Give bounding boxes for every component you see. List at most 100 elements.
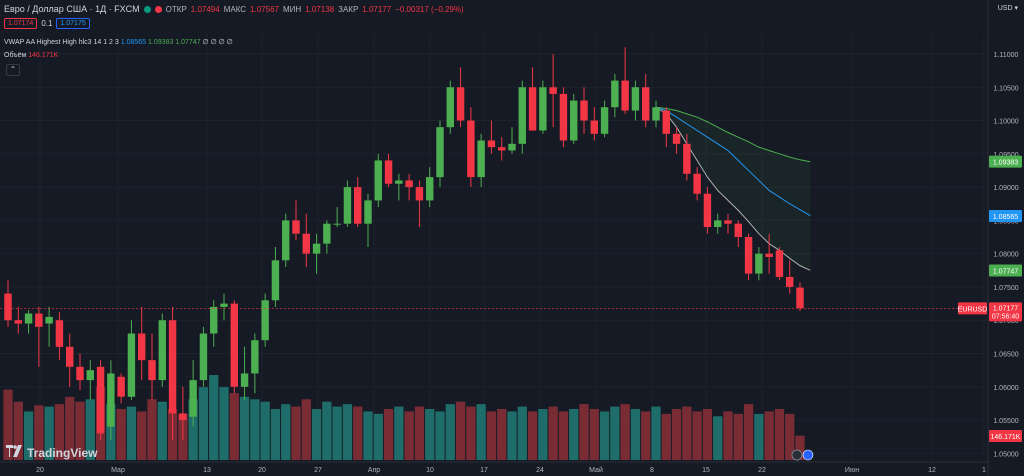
tradingview-icon: [6, 445, 24, 460]
sell-button[interactable]: 1.07174: [4, 18, 38, 29]
low-value: 1.07138: [305, 4, 335, 14]
volume-bar: [476, 404, 486, 460]
volume-bar: [229, 393, 239, 460]
candle-body: [210, 306, 218, 334]
volume-bar: [486, 411, 497, 460]
candle-body: [261, 300, 269, 341]
candle-body: [127, 333, 136, 397]
volume-bar: [157, 401, 167, 460]
candle-body: [158, 320, 166, 381]
symbol-header: Евро / Доллар США · 1Д · FXCM ОТКР 1.074…: [4, 4, 464, 14]
candle-body: [775, 250, 784, 277]
volume-bar: [671, 409, 682, 460]
x-tick-label: 8: [650, 467, 654, 474]
candle-body: [282, 220, 290, 261]
x-tick-label: 12: [928, 467, 936, 474]
candle-body: [446, 87, 454, 128]
volume-legend[interactable]: Объём 146.171K: [4, 52, 58, 59]
candle-body: [415, 187, 424, 201]
x-tick-label: 24: [536, 467, 544, 474]
volume-bar: [517, 406, 527, 460]
x-tick-label: 10: [426, 467, 434, 474]
volume-bar: [34, 405, 44, 460]
indicator-value-1: 1.08565: [120, 39, 147, 46]
candle-body: [734, 223, 742, 238]
candle-body: [251, 340, 259, 374]
candle-body: [467, 120, 475, 178]
x-tick-label: Июн: [845, 467, 859, 474]
indicator-value-3: 1.07747: [175, 39, 201, 46]
x-tick-label: 20: [36, 467, 44, 474]
volume-bar: [383, 409, 394, 460]
x-tick-label: 20: [258, 467, 266, 474]
volume-bar: [291, 406, 301, 460]
volume-bar: [198, 387, 209, 460]
volume-bar: [661, 413, 671, 460]
volume-bar: [548, 406, 558, 460]
volume-bar: [353, 406, 363, 460]
volume-bar: [651, 406, 661, 460]
price-tag-lower: 1.07747: [993, 268, 1018, 275]
candle-body: [456, 87, 465, 121]
volume-bar: [538, 409, 548, 460]
price-tag-mid-bg: [989, 210, 1022, 223]
y-tick-label: 1.10500: [993, 85, 1018, 92]
collapse-legend-button[interactable]: ⌃: [6, 64, 20, 76]
candle-body: [436, 127, 444, 178]
volume-tag-bg: [989, 430, 1022, 442]
indicator-legend[interactable]: VWAP AA Highest High hlc3 14 1 2 3 1.085…: [4, 38, 233, 46]
volume-bar: [723, 411, 733, 460]
candle-body: [559, 93, 568, 141]
us-flag-icon: [802, 449, 814, 461]
candle-body: [662, 110, 670, 134]
volume-bar: [219, 387, 229, 460]
volume-bar: [13, 401, 23, 460]
tradingview-logo: TradingView: [6, 445, 97, 460]
candle-body: [405, 180, 413, 188]
volume-bar: [404, 411, 414, 460]
volume-bar: [414, 406, 425, 460]
volume-bar: [435, 411, 445, 460]
volume-bar: [322, 401, 332, 460]
countdown-timer: 07:56:40: [992, 313, 1019, 320]
candle-body: [45, 316, 53, 324]
candle-body: [518, 87, 526, 144]
symbol-title[interactable]: Евро / Доллар США · 1Д · FXCM: [4, 4, 140, 14]
currency-selector[interactable]: USD ▾: [997, 5, 1018, 12]
price-tag-upper: 1.09383: [993, 160, 1018, 167]
candle-body: [199, 333, 208, 381]
candle-body: [230, 303, 238, 387]
volume-bar: [497, 409, 507, 460]
volume-bar: [785, 413, 795, 460]
candle-body: [323, 223, 331, 244]
candle-body: [631, 87, 640, 111]
volume-bar: [733, 413, 743, 460]
candle-body: [755, 253, 763, 274]
candle-body: [271, 260, 280, 301]
x-tick-label: Апр: [368, 467, 380, 474]
candle-body: [580, 100, 588, 121]
candle-body: [611, 80, 619, 108]
vwap-band-fill: [656, 107, 811, 271]
volume-bar: [764, 411, 774, 460]
candle-body: [642, 87, 650, 121]
close-label: ЗАКР: [338, 4, 359, 14]
symbol-tag-bg: [958, 302, 987, 315]
y-tick-label: 1.10000: [993, 119, 1018, 126]
volume-bar: [23, 411, 34, 460]
volume-bar: [54, 404, 65, 460]
volume-bar: [682, 406, 692, 460]
last-price-tag-bg: [989, 302, 1022, 322]
volume-bar: [44, 406, 54, 460]
volume-bar: [3, 389, 13, 460]
y-tick-label: 1.05500: [993, 418, 1018, 425]
volume-bar: [641, 411, 651, 460]
candle-body: [168, 320, 177, 414]
candle-body: [683, 143, 691, 174]
open-value: 1.07494: [190, 4, 220, 14]
volume-bar: [250, 399, 260, 460]
buy-button[interactable]: 1.07175: [56, 18, 90, 29]
candle-body: [55, 320, 64, 347]
candle-body: [765, 253, 773, 257]
